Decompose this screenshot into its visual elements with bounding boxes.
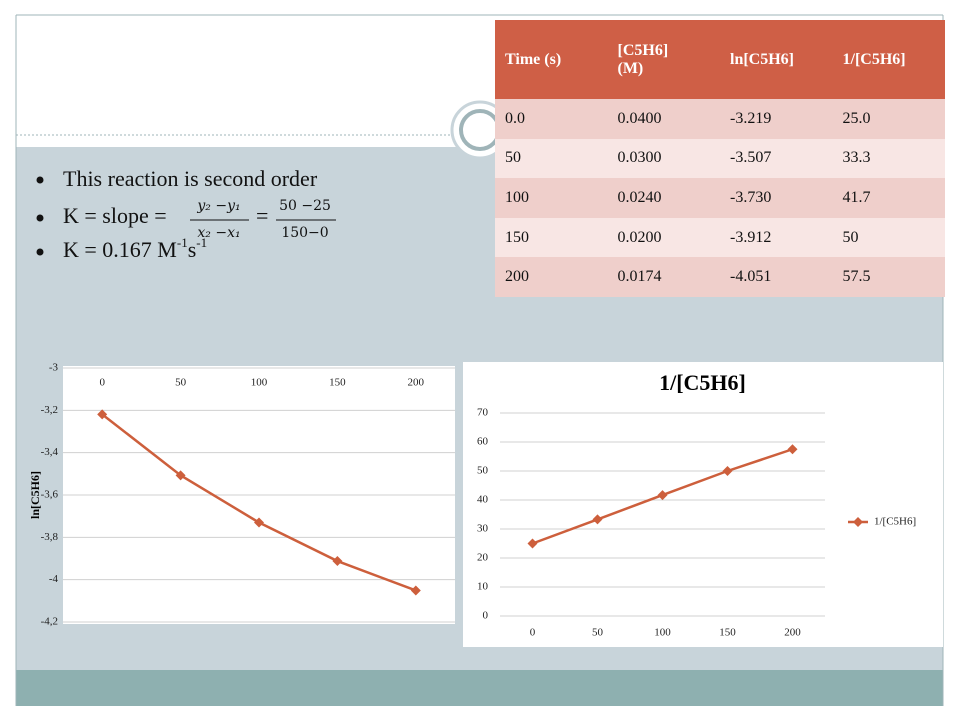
table-cell: 100 [495,178,608,218]
header-cell: ln[C5H6] [720,20,833,100]
data-point [592,514,603,525]
x-tick-label: 100 [251,377,268,389]
header-cell: 1/[C5H6] [832,20,945,100]
superscript: -1 [196,235,207,250]
data-point [657,490,668,501]
data-point [332,556,343,567]
table-cell: 150 [495,217,608,258]
table-cell: 33.3 [832,138,945,179]
table-cell: 50 [495,138,608,179]
footer-bar [16,670,943,706]
x-tick-label: 200 [784,627,801,639]
y-tick-label: -3 [49,362,59,374]
numerator: y₂ −y₁ [196,198,240,214]
numerator: 50 −25 [279,198,331,214]
table-row: 0.0 0.0400 -3.219 25.0 [495,99,945,139]
legend-marker [853,517,863,527]
x-tick-label: 0 [99,377,105,389]
superscript: -1 [177,235,188,250]
table-row: 100 0.0240 -3.730 41.7 [495,178,945,218]
data-point [410,585,421,596]
header-text: [C5H6] (M) [617,41,669,77]
y-tick-label: 70 [477,407,489,419]
bullet-text: This reaction is second order [63,166,318,191]
y-tick-label: 0 [483,610,489,622]
y-tick-label: -4 [49,573,59,585]
equals: = [256,203,268,228]
denominator: 150−0 [281,225,328,241]
chart-title: 1/[C5H6] [659,370,746,395]
table-cell: 0.0200 [607,217,720,258]
table-cell: -3.912 [720,217,833,258]
legend-label: 1/[C5H6] [874,516,916,528]
table-cell: 57.5 [832,257,945,297]
data-point [175,470,186,481]
y-axis-title: ln[C5H6] [28,471,42,519]
y-tick-label: 10 [477,581,489,593]
bullet-dot [36,214,44,222]
y-tick-label: 60 [477,436,489,448]
bullet-text: K = slope = [63,203,167,228]
bullet-dot [36,248,44,256]
y-tick-label: -4,2 [41,616,58,628]
table-row: 50 0.0300 -3.507 33.3 [495,138,945,179]
data-point [722,466,733,476]
table-row: 200 0.0174 -4.051 57.5 [495,257,945,297]
x-tick-label: 200 [408,377,425,389]
y-tick-label: -3,8 [41,531,59,543]
table-cell: -3.219 [720,99,833,139]
table-cell: -3.507 [720,138,833,179]
y-tick-label: 20 [477,552,489,564]
x-tick-label: 150 [719,627,736,639]
y-tick-label: -3,4 [41,446,59,458]
header-text: Time (s) [505,50,562,68]
table-cell: 41.7 [832,178,945,218]
table-cell: -3.730 [720,178,833,218]
header-row: Time (s) [C5H6] (M) ln[C5H6] 1/[C5H6] [495,20,945,100]
data-point [97,409,108,420]
table-cell: 0.0174 [607,257,720,297]
x-tick-label: 50 [175,377,187,389]
denominator: x₂ −x₁ [197,225,240,241]
y-tick-label: 40 [477,494,489,506]
header-text: 1/[C5H6] [842,50,906,68]
header-text: ln[C5H6] [730,50,794,68]
bullet-text: K = 0.167 M-1s-1 [63,235,207,262]
data-point [527,538,538,549]
data-table: Time (s) [C5H6] (M) ln[C5H6] 1/[C5H6] 0.0 0.0… [495,20,945,297]
table-cell: -4.051 [720,257,833,297]
ornament-inner [459,109,501,151]
table-row: 150 0.0200 -3.912 50 [495,217,945,258]
table-cell: 25.0 [832,99,945,139]
y-tick-label: -3,2 [41,404,58,416]
table-cell: 50 [832,217,945,258]
bullet-dot [36,176,44,184]
table-cell: 0.0240 [607,178,720,218]
x-tick-label: 100 [654,627,671,639]
table-cell: 0.0 [495,99,608,139]
rate-constant: K = 0.167 M [63,237,177,262]
table-cell: 0.0300 [607,138,720,179]
x-tick-label: 0 [530,627,536,639]
x-tick-label: 50 [592,627,604,639]
data-point [787,444,798,455]
table-cell: 200 [495,257,608,297]
data-point [254,517,264,528]
chart-2-box [463,362,943,647]
header-cell: [C5H6] (M) [607,20,720,100]
y-tick-label: 30 [477,523,489,535]
header-cell: Time (s) [495,20,608,100]
x-tick-label: 150 [329,377,346,389]
table-cell: 0.0400 [607,99,720,139]
y-tick-label: -3,6 [41,489,59,501]
y-tick-label: 50 [477,465,489,477]
unit: s [188,237,197,262]
